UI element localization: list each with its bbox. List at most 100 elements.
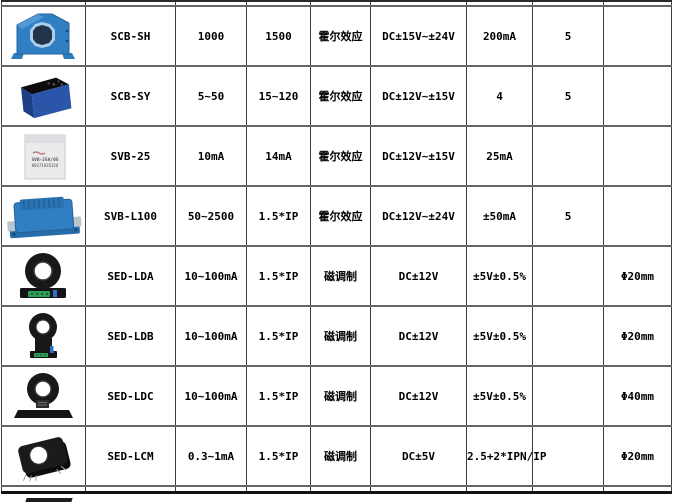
output-cell: ±5V±0.5%	[466, 365, 533, 427]
principle-cell: 霍尔效应	[310, 65, 371, 127]
output-cell: 4	[466, 65, 533, 127]
output-cell: 25mA	[466, 125, 533, 187]
model-cell: SED-LDA	[85, 245, 176, 307]
overload-cell: 15~120	[246, 65, 311, 127]
range-cell: 10mA	[175, 125, 247, 187]
aperture-cell	[603, 5, 672, 67]
sed-ldb-product-image	[28, 313, 57, 358]
empty-cell	[85, 485, 176, 494]
output-cell: ±50mA	[466, 185, 533, 247]
overload-cell: 1.5*IP	[246, 305, 311, 367]
range-cell: 5~50	[175, 65, 247, 127]
range-cell: 1000	[175, 5, 247, 67]
product-image-cell	[1, 245, 86, 307]
model-cell: SVB-25	[85, 125, 176, 187]
overload-cell: 1.5*IP	[246, 425, 311, 487]
table-row: SCB-SH 1000 1500 霍尔效应 DC±15V~±24V 200mA …	[1, 5, 672, 67]
principle-cell: 磁调制	[310, 365, 371, 427]
svb-l100-product-image	[6, 196, 82, 239]
overload-cell: 1.5*IP	[246, 245, 311, 307]
qty-cell: 5	[532, 65, 604, 127]
table-row-partial-bottom	[1, 485, 672, 494]
supply-cell: DC±12V~±15V	[370, 65, 467, 127]
principle-cell: 霍尔效应	[310, 185, 371, 247]
aperture-cell: Φ20mm	[603, 245, 672, 307]
svb25-label-model: SVB-25A/05	[31, 157, 58, 163]
model-cell: SCB-SY	[85, 65, 176, 127]
output-cell: ±5V±0.5%	[466, 305, 533, 367]
empty-cell	[246, 485, 311, 494]
aperture-cell	[603, 125, 672, 187]
supply-cell: DC±12V	[370, 245, 467, 307]
table-row: SVB-25A/05 60171025126 SVB-25 10mA 14mA …	[1, 125, 672, 187]
product-image-cell	[1, 365, 86, 427]
qty-cell: 5	[532, 5, 604, 67]
overload-cell: 14mA	[246, 125, 311, 187]
svb25-label-serial: 60171025126	[31, 163, 58, 168]
supply-cell: DC±15V~±24V	[370, 5, 467, 67]
model-cell: SCB-SH	[85, 5, 176, 67]
empty-cell	[603, 485, 672, 494]
qty-cell	[532, 425, 604, 487]
supply-cell: DC±5V	[370, 425, 467, 487]
output-cell: ±5V±0.5%	[466, 245, 533, 307]
qty-cell	[532, 365, 604, 427]
table-row: SCB-SY 5~50 15~120 霍尔效应 DC±12V~±15V 4 5	[1, 65, 672, 127]
output-cell: 2.5+2*IPN/IP	[466, 425, 546, 487]
sed-ldc-product-image	[13, 373, 73, 418]
svb-25-product-image: SVB-25A/05 60171025126	[24, 134, 65, 180]
empty-cell	[310, 485, 371, 494]
range-cell: 0.3~1mA	[175, 425, 247, 487]
scb-sy-product-image	[20, 77, 71, 119]
empty-cell	[1, 485, 86, 494]
table-row-partial-top	[1, 1, 672, 7]
table-row: SED-LDA 10~100mA 1.5*IP 磁调制 DC±12V ±5V±0…	[1, 245, 672, 307]
output-cell: 200mA	[466, 5, 533, 67]
model-cell: SVB-L100	[85, 185, 176, 247]
principle-cell: 霍尔效应	[310, 125, 371, 187]
table-row: SVB-L100 50~2500 1.5*IP 霍尔效应 DC±12V~±24V…	[1, 185, 672, 247]
qty-cell	[532, 125, 604, 187]
aperture-cell: Φ20mm	[603, 305, 672, 367]
empty-cell	[370, 485, 467, 494]
supply-cell: DC±12V	[370, 305, 467, 367]
qty-cell	[532, 245, 604, 307]
overload-cell: 1.5*IP	[246, 365, 311, 427]
model-cell: SED-LDC	[85, 365, 176, 427]
product-image-cell	[1, 185, 86, 247]
product-image-cell: SVB-25A/05 60171025126	[1, 125, 86, 187]
supply-cell: DC±12V	[370, 365, 467, 427]
principle-cell: 磁调制	[310, 305, 371, 367]
product-image-cell	[1, 305, 86, 367]
model-cell: SED-LDB	[85, 305, 176, 367]
aperture-cell	[603, 185, 672, 247]
next-product-image-sliver	[25, 498, 73, 502]
table-row: SED-LDC 10~100mA 1.5*IP 磁调制 DC±12V ±5V±0…	[1, 365, 672, 427]
empty-cell	[532, 485, 604, 494]
product-image-cell	[1, 65, 86, 127]
empty-cell	[466, 485, 533, 494]
range-cell: 50~2500	[175, 185, 247, 247]
sed-lda-product-image	[19, 253, 66, 298]
aperture-cell: Φ40mm	[603, 365, 672, 427]
empty-cell	[603, 1, 672, 7]
aperture-cell: Φ20mm	[603, 425, 672, 487]
qty-cell	[532, 305, 604, 367]
range-cell: 10~100mA	[175, 365, 247, 427]
principle-cell: 磁调制	[310, 425, 371, 487]
table-row: SED-LCM 0.3~1mA 1.5*IP 磁调制 DC±5V 2.5+2*I…	[1, 425, 672, 487]
model-cell: SED-LCM	[85, 425, 176, 487]
aperture-cell	[603, 65, 672, 127]
principle-cell: 霍尔效应	[310, 5, 371, 67]
overload-cell: 1500	[246, 5, 311, 67]
principle-cell: 磁调制	[310, 245, 371, 307]
qty-cell: 5	[532, 185, 604, 247]
product-image-cell	[1, 425, 86, 487]
range-cell: 10~100mA	[175, 305, 247, 367]
scb-sh-product-image	[10, 13, 75, 59]
empty-cell	[175, 485, 247, 494]
supply-cell: DC±12V~±24V	[370, 185, 467, 247]
table-row: SED-LDB 10~100mA 1.5*IP 磁调制 DC±12V ±5V±0…	[1, 305, 672, 367]
